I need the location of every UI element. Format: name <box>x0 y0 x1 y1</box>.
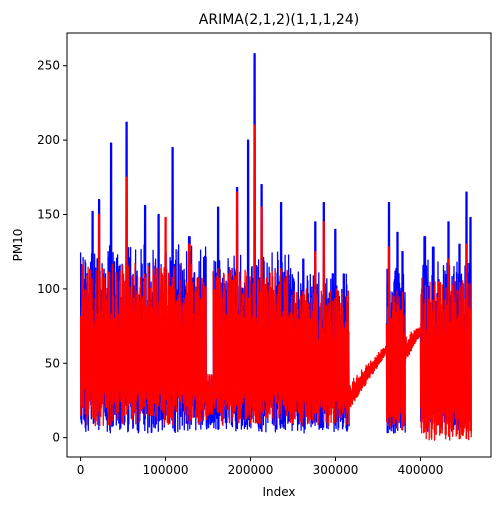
x-axis-label: Index <box>262 485 295 499</box>
x-axis: 0 100000 200000 300000 400000 <box>77 457 444 477</box>
chart-title: ARIMA(2,1,2)(1,1,1,24) <box>199 12 359 28</box>
y-axis-label: PM10 <box>11 229 25 262</box>
series-layer <box>79 53 472 441</box>
x-tick-label-1: 100000 <box>143 463 189 477</box>
y-tick-label-4: 200 <box>37 133 60 147</box>
y-tick-label-1: 50 <box>45 356 60 370</box>
series-line-1 <box>79 124 472 441</box>
y-tick-label-3: 150 <box>37 208 60 222</box>
x-tick-label-4: 400000 <box>398 463 444 477</box>
y-tick-label-2: 100 <box>37 282 60 296</box>
x-tick-label-2: 200000 <box>228 463 274 477</box>
y-tick-label-0: 0 <box>52 431 60 445</box>
plot-frame <box>66 32 492 458</box>
y-axis: 0 50 100 150 200 250 <box>37 59 67 445</box>
x-tick-label-0: 0 <box>77 463 85 477</box>
x-tick-label-3: 300000 <box>313 463 359 477</box>
y-tick-label-5: 250 <box>37 59 60 73</box>
